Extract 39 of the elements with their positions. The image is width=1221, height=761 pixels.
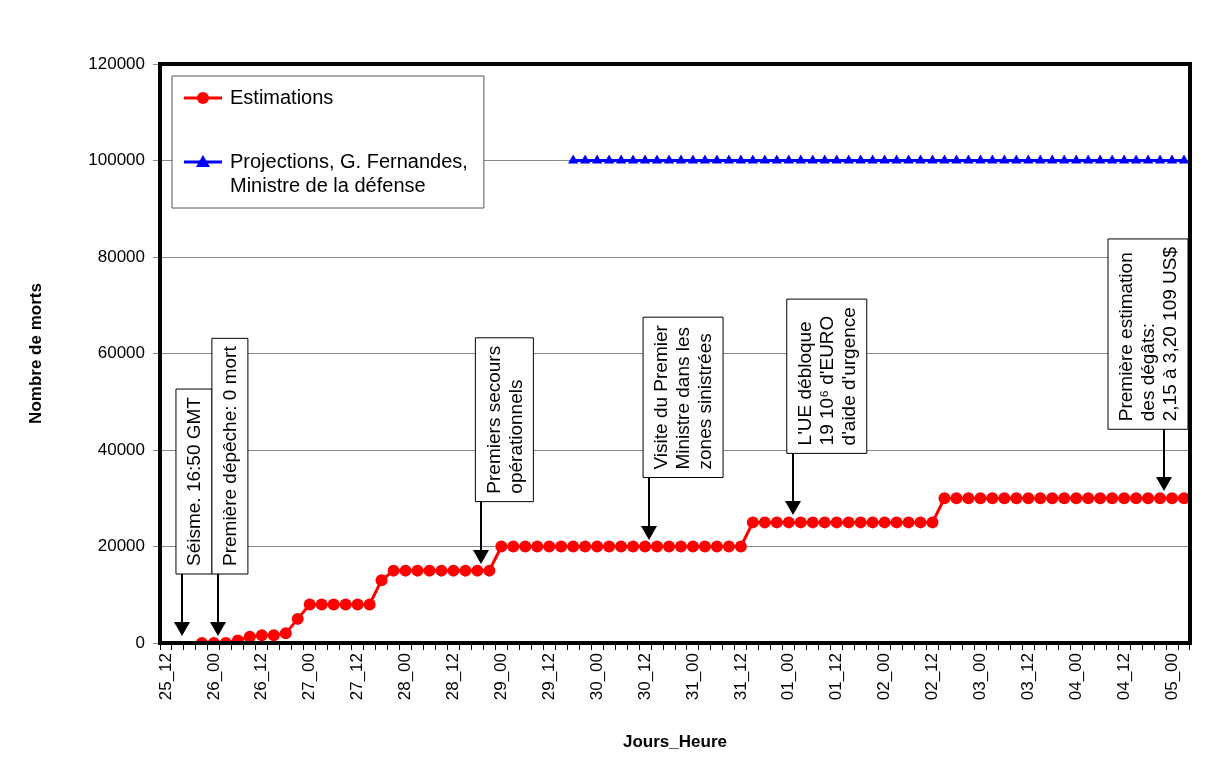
legend-label: Projections, G. Fernandes, Ministre de la défense xyxy=(230,149,468,196)
x-tick-label: 27_12 xyxy=(347,653,367,701)
x-tick-label: 28_00 xyxy=(395,653,415,701)
legend-label: Estimations xyxy=(230,85,334,108)
annotation: Première estimation des dégâts: 2,15 à 3,20 109 US$ xyxy=(1115,246,1181,422)
x-tick-label: 03_12 xyxy=(1018,653,1037,701)
x-tick-label: 29_00 xyxy=(491,653,511,701)
x-tick-label: 30_12 xyxy=(634,653,654,701)
x-tick-label: 05_00 xyxy=(1161,653,1181,701)
annotation: Premiers secours opérationnels xyxy=(482,345,526,494)
annotation: Première dépêche: 0 mort xyxy=(219,345,241,566)
x-tick-label: 31_12 xyxy=(730,653,750,701)
annotation: Séisme. 16:50 GMT xyxy=(183,396,205,566)
y-tick-label: 20000 xyxy=(97,536,145,556)
x-tick-label: 28_12 xyxy=(443,653,463,701)
y-tick-label: 0 xyxy=(135,632,145,652)
x-tick-label: 29_12 xyxy=(538,653,558,701)
x-axis-title: Jours_Heure xyxy=(623,732,727,752)
x-tick-label: 04_12 xyxy=(1113,653,1133,701)
x-tick-label: 02_00 xyxy=(874,653,894,701)
x-tick-label: 01_12 xyxy=(826,653,846,701)
x-tick-label: 04_00 xyxy=(1065,653,1085,701)
x-tick-label: 30_00 xyxy=(586,653,606,701)
y-tick-label: 100000 xyxy=(88,150,145,170)
x-tick-label: 26_00 xyxy=(203,653,223,701)
annotation: Visite du Premier Ministre dans les zones sinistrées xyxy=(650,324,716,470)
y-axis-title: Nombre de morts xyxy=(25,283,45,424)
x-tick-label: 01_00 xyxy=(778,653,798,701)
y-tick-label: 40000 xyxy=(97,439,145,459)
x-tick-label: 26_12 xyxy=(251,653,271,701)
x-tick-label: 02_12 xyxy=(922,653,942,701)
x-tick-label: 27_00 xyxy=(299,653,319,701)
y-tick-label: 80000 xyxy=(97,246,145,266)
x-tick-label: 25_12 xyxy=(155,653,175,701)
annotation: L'UE débloque 19 10⁶ d'EURO d'aide d'urgence xyxy=(794,307,860,446)
x-tick-label: 03_00 xyxy=(970,653,990,701)
x-tick-label: 31_00 xyxy=(682,653,702,701)
y-tick-label: 60000 xyxy=(97,343,145,363)
y-tick-label: 120000 xyxy=(88,53,145,73)
